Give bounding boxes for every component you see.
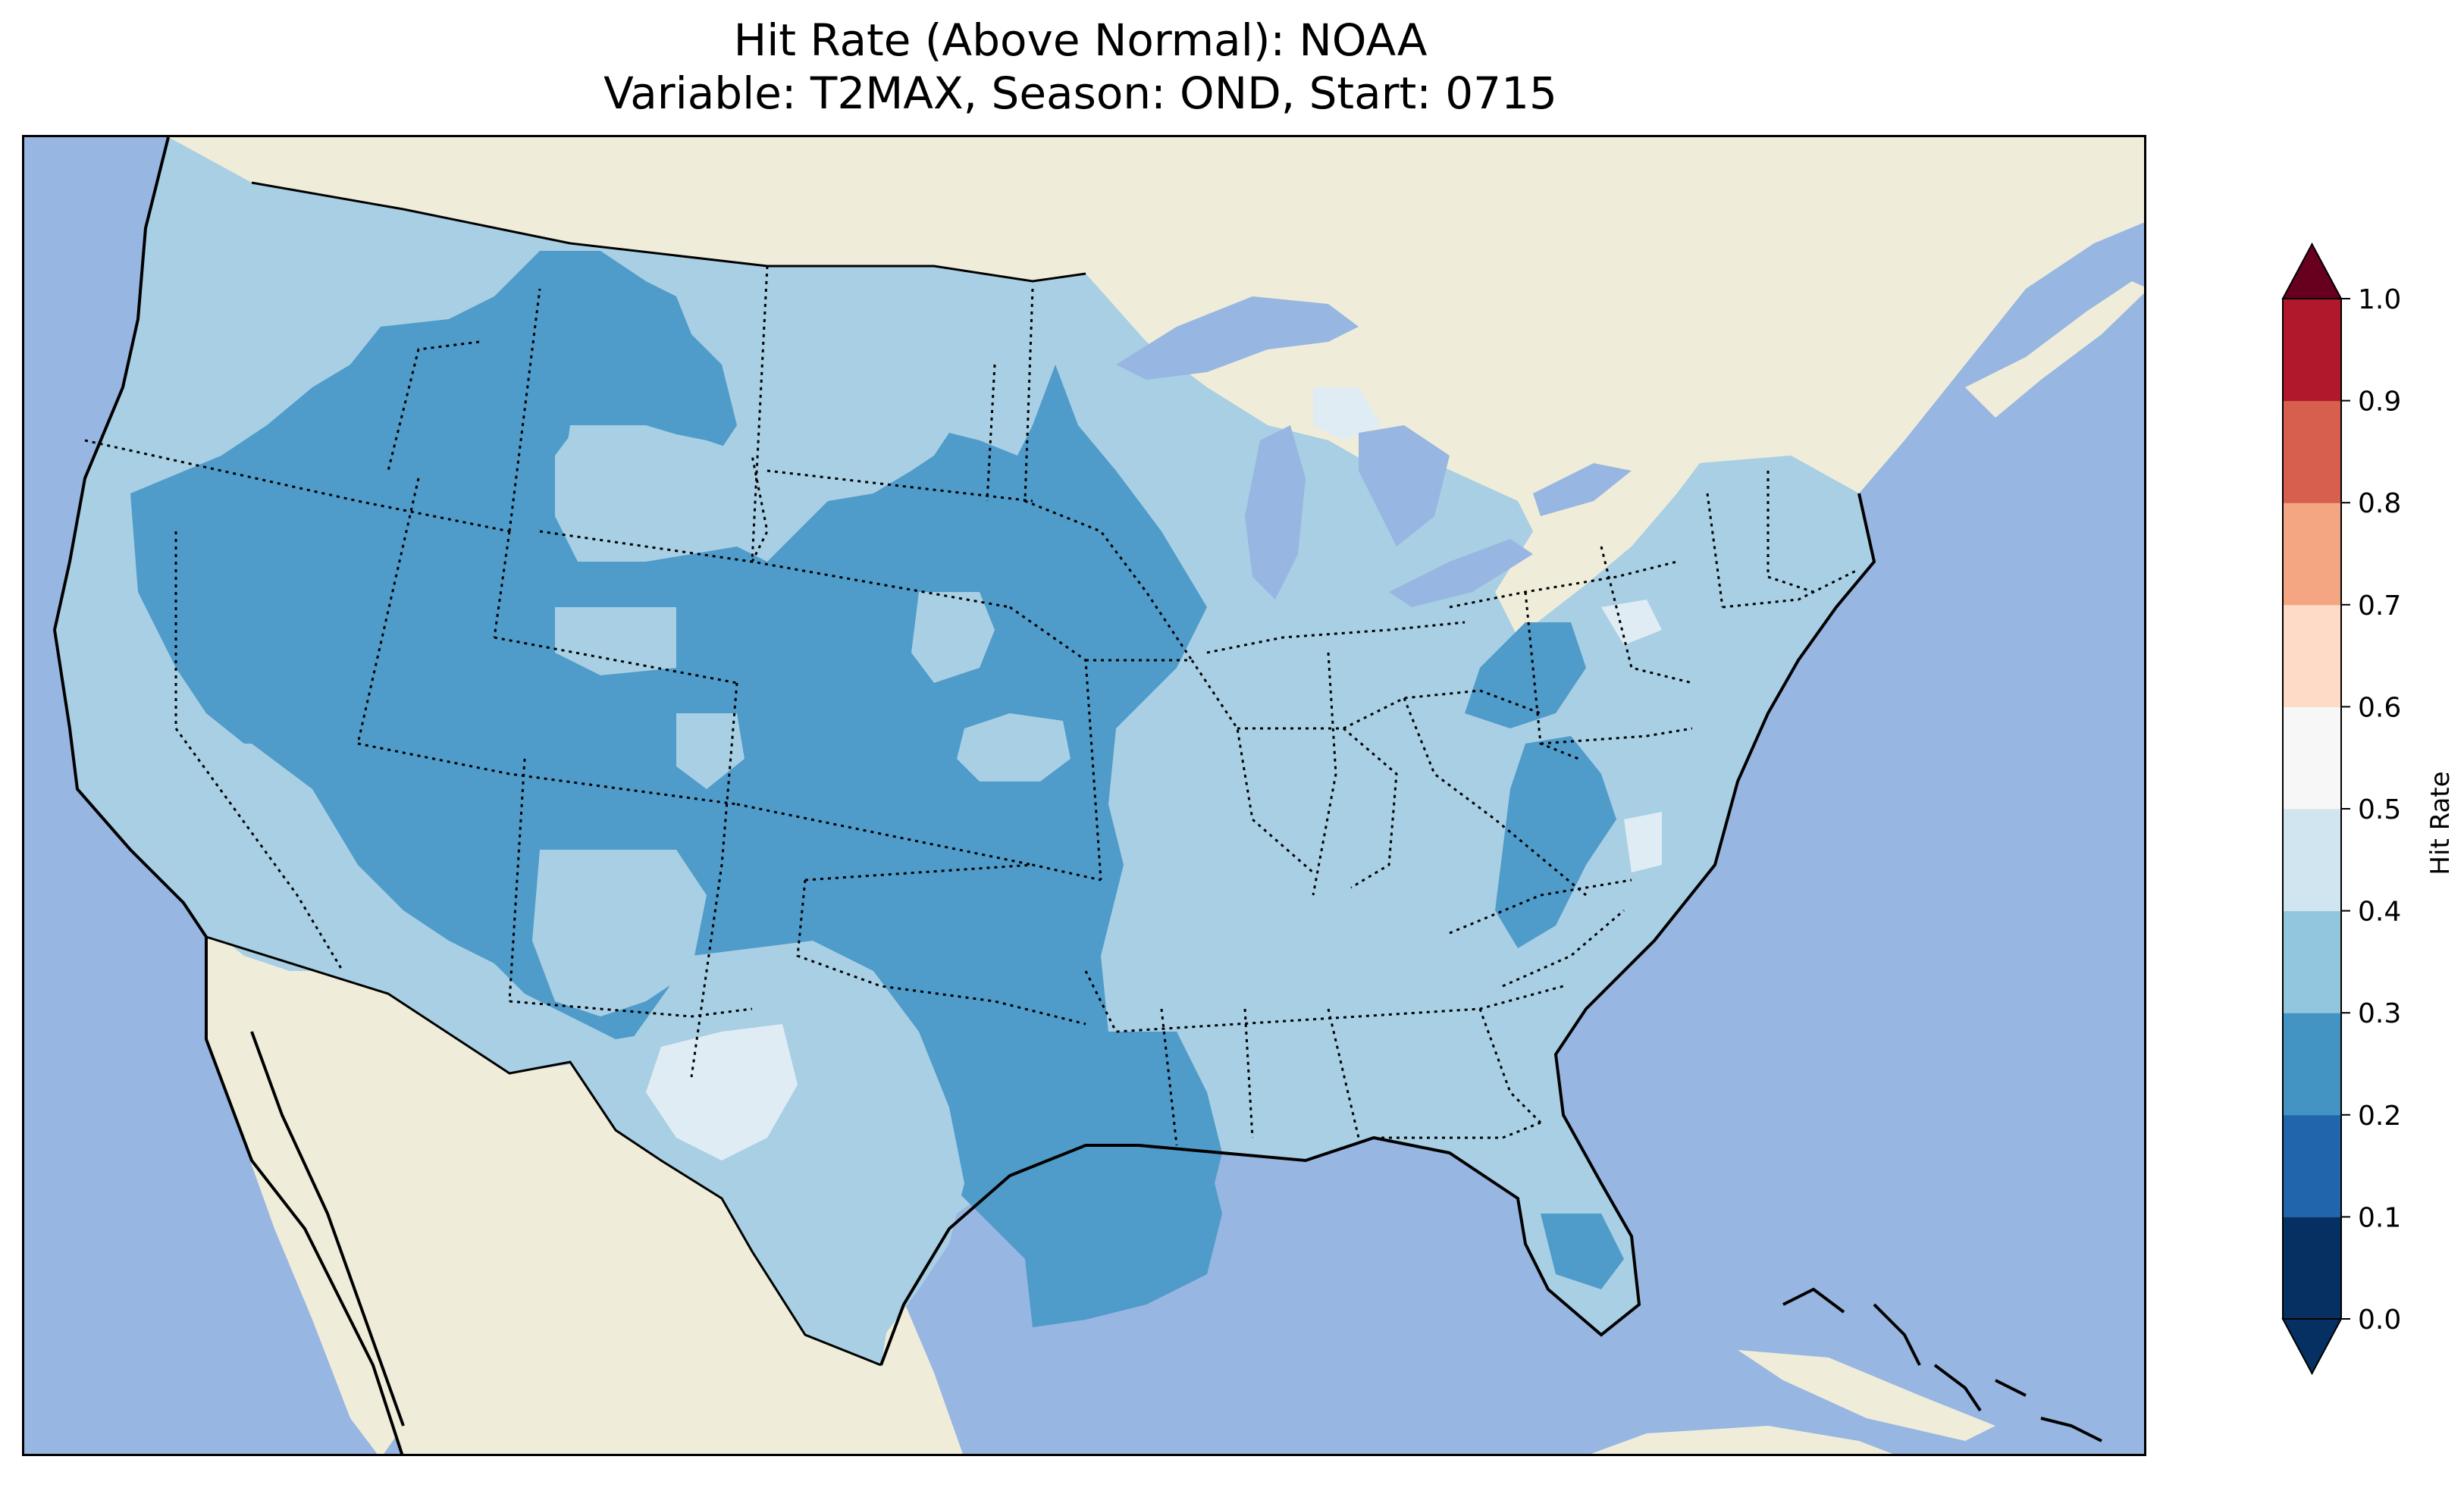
colorbar-tick-label: 0.5 <box>2358 794 2401 825</box>
us-field-0.3-0.4-sw <box>138 744 388 971</box>
chart-title: Hit Rate (Above Normal): NOAA Variable: … <box>0 14 2161 120</box>
lake-ontario <box>1533 463 1632 516</box>
us-field-0.3-0.4-patch-2 <box>911 592 995 683</box>
map-canvas <box>52 137 2144 1454</box>
colorbar-block <box>2283 503 2341 606</box>
mexico-border <box>205 935 882 1367</box>
cuba-land <box>1738 1350 1995 1441</box>
state-boundaries <box>84 265 1860 1146</box>
colorbar-ticks: 0.0 0.1 0.2 0.3 0.4 0.5 0.6 0.7 0.8 0.9 1.0 <box>2341 284 2401 1336</box>
colorbar-tick-label: 0.1 <box>2358 1202 2401 1233</box>
west-coastline <box>52 137 404 1454</box>
colorbar-label: Hit Rate <box>2425 771 2456 875</box>
colorbar-tick-label: 0.3 <box>2358 998 2401 1029</box>
colorbar-block <box>2283 706 2341 810</box>
lake-michigan <box>1245 425 1306 600</box>
colorbar-block <box>2283 910 2341 1013</box>
lake-erie <box>1389 539 1533 607</box>
colorbar-block <box>2283 809 2341 912</box>
us-field-0.2-0.3-south <box>1078 1032 1222 1244</box>
colorbar-tick-label: 0.7 <box>2358 590 2401 622</box>
caribbean-islands <box>1782 1287 2102 1442</box>
colorbar-block <box>2283 299 2341 402</box>
us-field-0.2-0.3-east <box>1465 622 1586 728</box>
us-field-0.4-0.5-tx <box>646 1024 798 1160</box>
us-field-0.3-0.4-nm <box>532 850 707 1016</box>
colorbar-block <box>2283 1217 2341 1320</box>
lake-huron <box>1359 425 1450 547</box>
colorbar-block <box>2283 1013 2341 1116</box>
baja-coastline <box>250 1031 405 1427</box>
title-line-1: Hit Rate (Above Normal): NOAA <box>733 14 1428 66</box>
us-field-0.2-0.3-carolina <box>1495 736 1616 948</box>
us-field-0.2-0.3-florida <box>1541 1214 1624 1289</box>
canada-land <box>168 137 2144 637</box>
mexico-land <box>206 937 963 1454</box>
us-field-0.2-0.3-west <box>130 251 1222 1327</box>
us-field-0.4-0.5-nc <box>1624 812 1662 872</box>
caribbean-land <box>1591 1426 1893 1454</box>
us-field-0.4-0.5-mi <box>1313 387 1381 440</box>
colorbar-tick-label: 0.0 <box>2358 1305 2401 1336</box>
lake-superior <box>1116 296 1359 380</box>
title-line-2: Variable: T2MAX, Season: OND, Start: 071… <box>603 67 1557 119</box>
colorbar-tick-label: 1.0 <box>2358 284 2401 315</box>
us-field-0.3-0.4-patch-4 <box>676 713 745 789</box>
colorbar-tick-label: 0.4 <box>2358 897 2401 928</box>
colorbar-block <box>2283 604 2341 707</box>
colorbar-block <box>2283 400 2341 503</box>
gulf-coastline <box>879 493 1876 1366</box>
colorbar-over-extension <box>2281 242 2343 299</box>
colorbar-tick-label: 0.9 <box>2358 387 2401 418</box>
colorbar-tick-label: 0.2 <box>2358 1101 2401 1132</box>
colorbar-tick-label: 0.8 <box>2358 488 2401 519</box>
map-panel <box>22 135 2146 1456</box>
colorbar-blocks <box>2281 242 2343 1376</box>
us-field-0.3-0.4-patch-3 <box>957 713 1071 781</box>
colorbar-block <box>2283 1114 2341 1217</box>
colorbar-tick-label: 0.6 <box>2358 692 2401 723</box>
colorbar-under-extension <box>2281 1318 2343 1376</box>
us-field-0.3-0.4-patch-5 <box>555 607 676 675</box>
us-field-0.4-0.5-pa <box>1601 600 1662 645</box>
colorbar-outline <box>2282 298 2342 1320</box>
us-field-0.3-0.4-patch-1 <box>563 425 782 562</box>
maritimes-land <box>1965 281 2144 418</box>
